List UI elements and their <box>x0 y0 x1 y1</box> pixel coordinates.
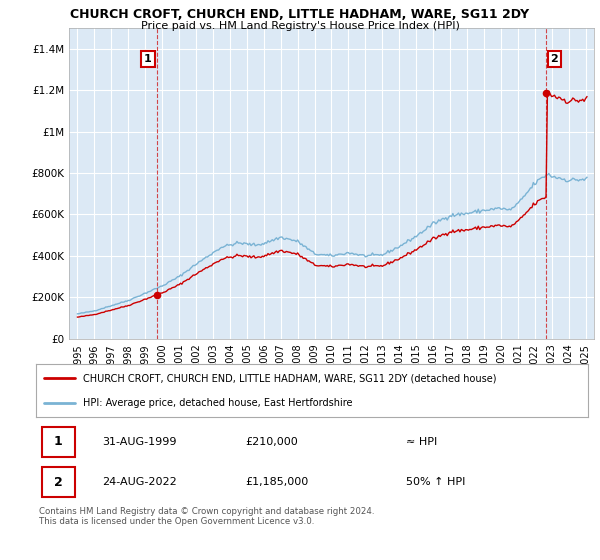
Text: 1: 1 <box>54 435 62 449</box>
Text: Contains HM Land Registry data © Crown copyright and database right 2024.
This d: Contains HM Land Registry data © Crown c… <box>39 507 374 526</box>
Text: £210,000: £210,000 <box>246 437 299 447</box>
FancyBboxPatch shape <box>41 427 74 457</box>
FancyBboxPatch shape <box>41 467 74 497</box>
Text: 50% ↑ HPI: 50% ↑ HPI <box>406 477 465 487</box>
Text: 24-AUG-2022: 24-AUG-2022 <box>102 477 177 487</box>
Text: 2: 2 <box>551 54 559 64</box>
Text: 31-AUG-1999: 31-AUG-1999 <box>102 437 177 447</box>
Point <box>541 89 551 98</box>
Text: CHURCH CROFT, CHURCH END, LITTLE HADHAM, WARE, SG11 2DY (detached house): CHURCH CROFT, CHURCH END, LITTLE HADHAM,… <box>83 374 496 384</box>
Text: £1,185,000: £1,185,000 <box>246 477 309 487</box>
Point <box>152 291 161 300</box>
Text: Price paid vs. HM Land Registry's House Price Index (HPI): Price paid vs. HM Land Registry's House … <box>140 21 460 31</box>
Text: 1: 1 <box>144 54 152 64</box>
Text: CHURCH CROFT, CHURCH END, LITTLE HADHAM, WARE, SG11 2DY: CHURCH CROFT, CHURCH END, LITTLE HADHAM,… <box>70 8 530 21</box>
Text: 2: 2 <box>54 475 62 489</box>
Text: HPI: Average price, detached house, East Hertfordshire: HPI: Average price, detached house, East… <box>83 398 352 408</box>
Text: ≈ HPI: ≈ HPI <box>406 437 437 447</box>
